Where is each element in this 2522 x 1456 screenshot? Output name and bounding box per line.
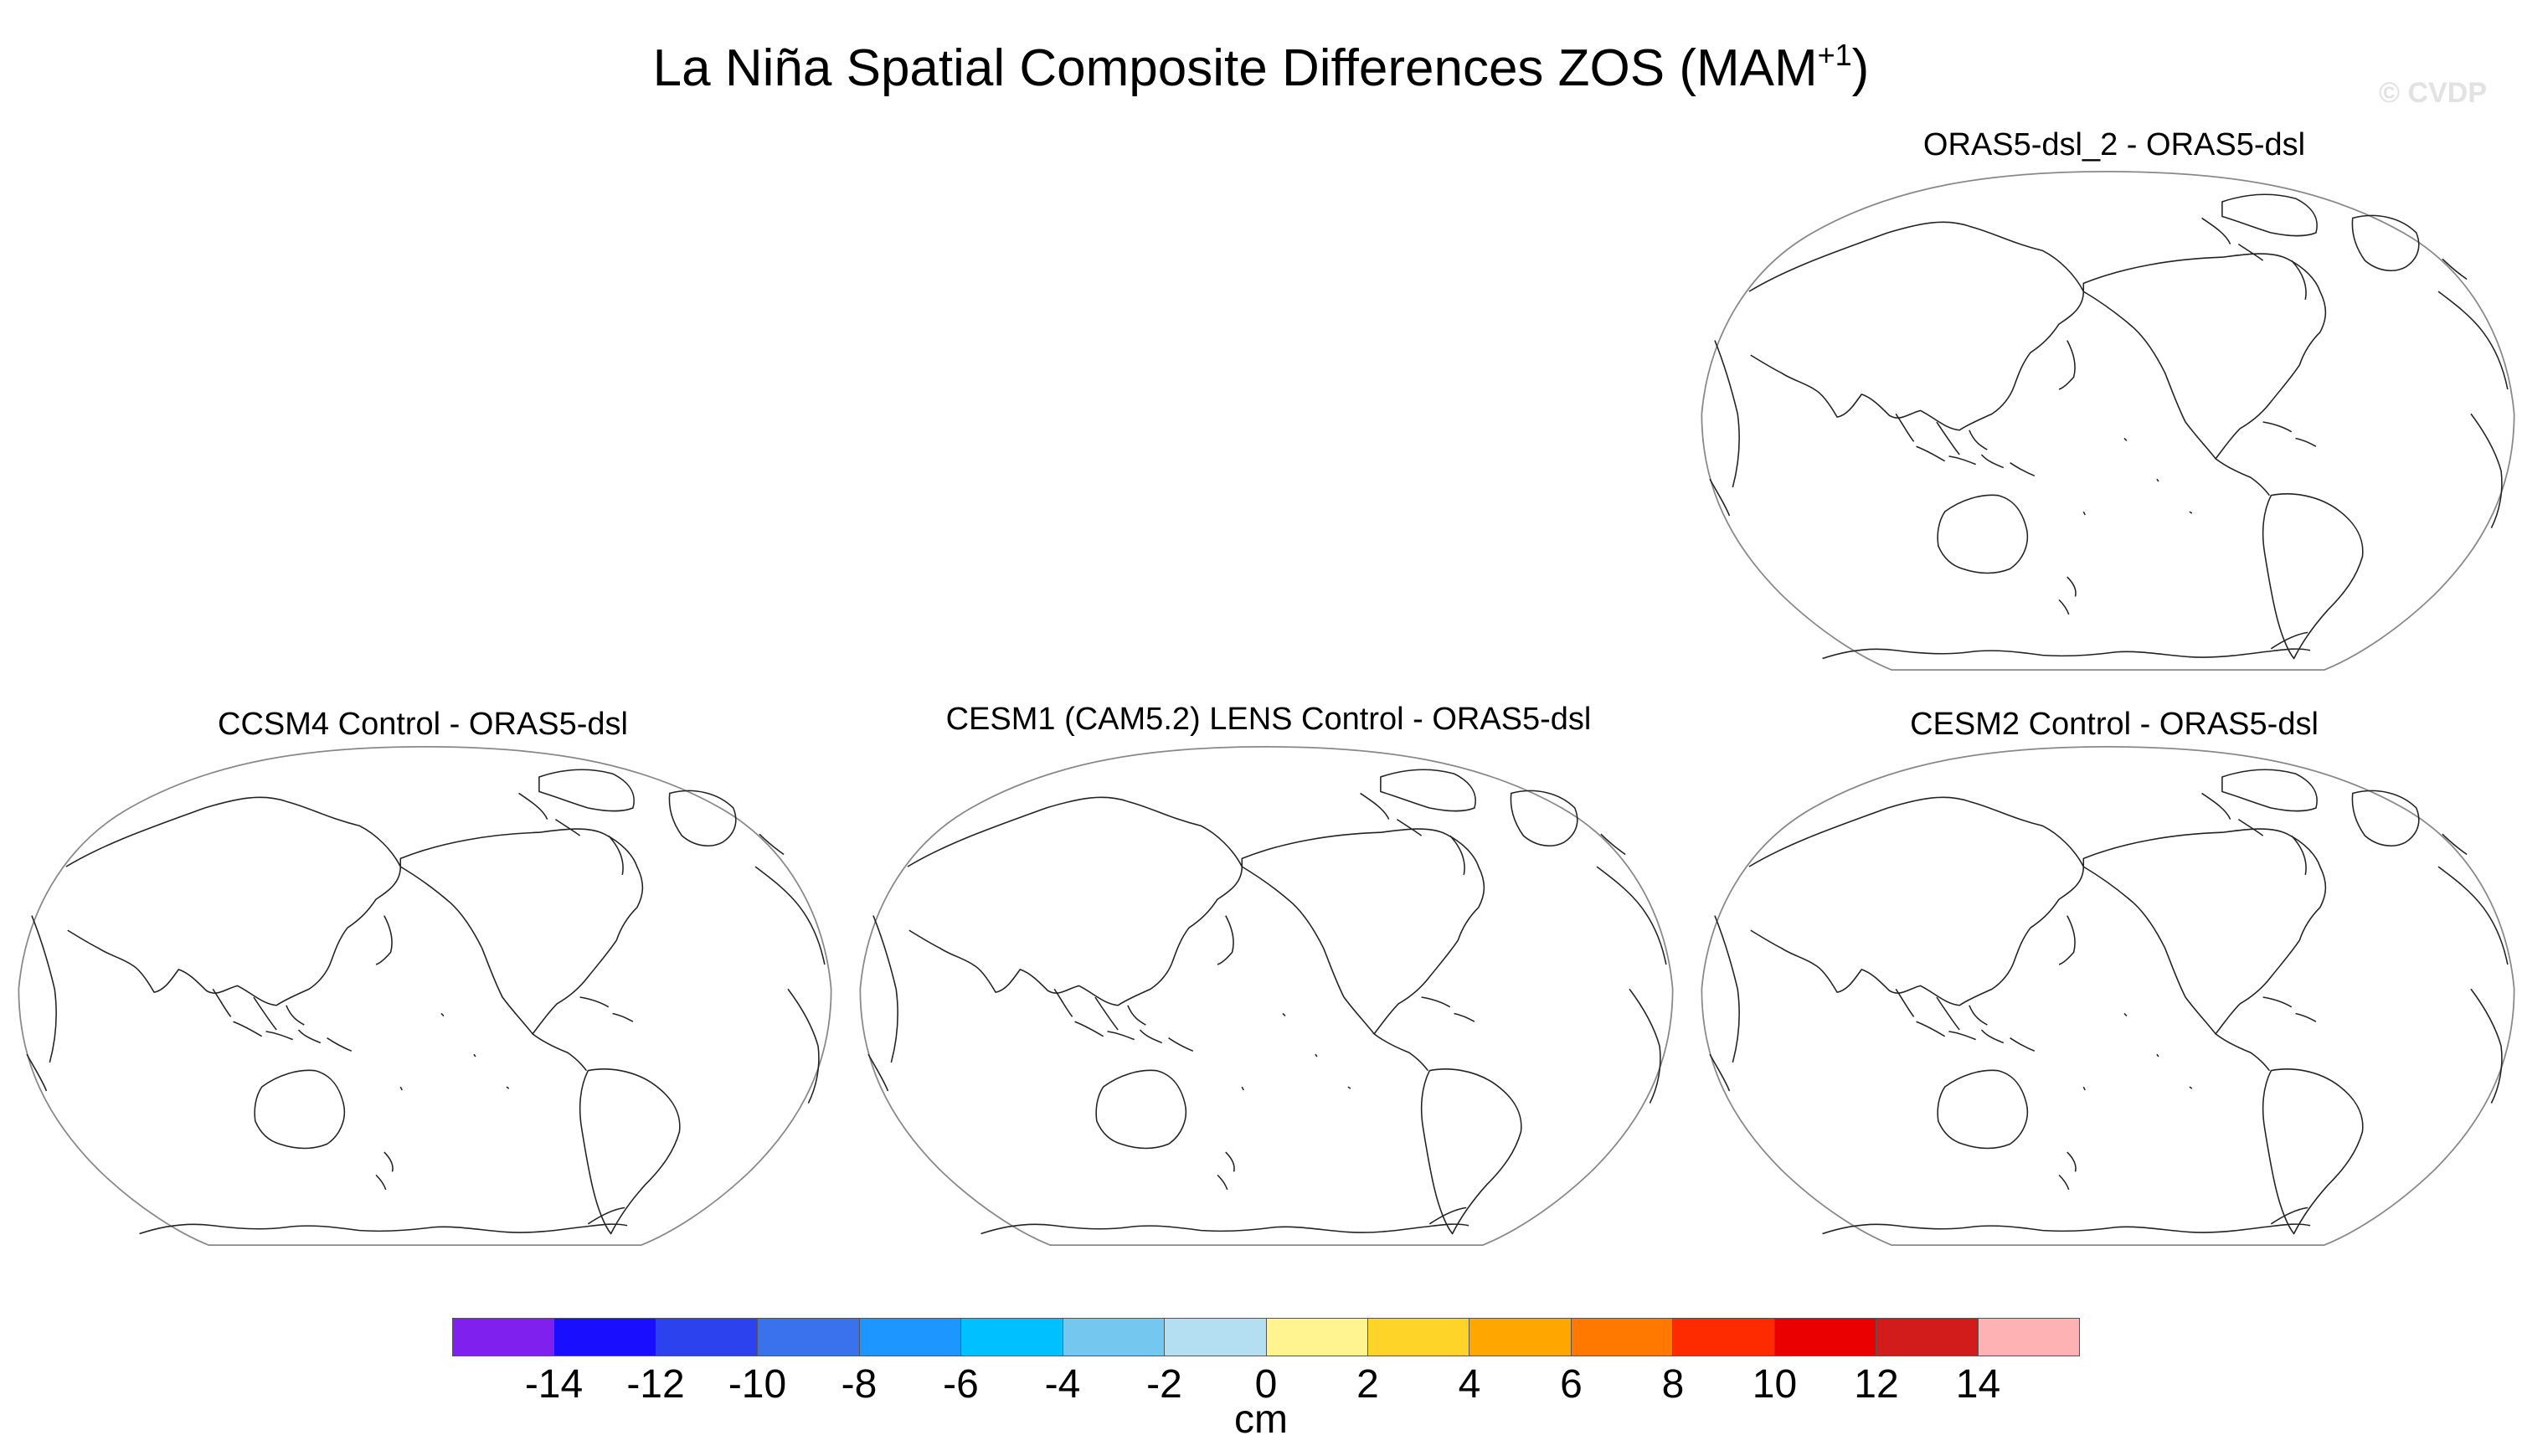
colorbar-segment — [1978, 1319, 2079, 1356]
panel-title-bottom-left: CCSM4 Control - ORAS5-dsl — [218, 707, 628, 742]
map-panel-bottom-right — [1701, 746, 2515, 1247]
cvdp-watermark: © CVDP — [2379, 77, 2487, 109]
colorbar-tick-label: 10 — [1752, 1362, 1798, 1407]
colorbar-segment — [1165, 1319, 1267, 1356]
title-text: La Niña Spatial Composite Differences ZO… — [652, 39, 1818, 97]
map-panel-bottom-center — [859, 746, 1674, 1247]
colorbar-tick-label: 6 — [1560, 1362, 1583, 1407]
colorbar-tick-label: 8 — [1661, 1362, 1685, 1407]
colorbar-segment — [1571, 1319, 1674, 1356]
colorbar-segment — [1266, 1319, 1368, 1356]
colorbar-segment — [554, 1319, 656, 1356]
panel-title-bottom-right: CESM2 Control - ORAS5-dsl — [1910, 707, 2319, 742]
colorbar-segment — [758, 1319, 860, 1356]
colorbar-segment — [453, 1319, 555, 1356]
title-superscript: +1 — [1817, 38, 1852, 72]
colorbar-tick-label: -12 — [626, 1362, 685, 1407]
colorbar-tick-label: -2 — [1146, 1362, 1182, 1407]
colorbar-segment — [1063, 1319, 1166, 1356]
colorbar-tick-label: 14 — [1955, 1362, 2001, 1407]
colorbar-segment — [1673, 1319, 1775, 1356]
colorbar-tick-label: -10 — [728, 1362, 787, 1407]
colorbar-tick-label: 12 — [1854, 1362, 1899, 1407]
colorbar-tick-label: -6 — [943, 1362, 979, 1407]
colorbar-units: cm — [1234, 1397, 1288, 1442]
colorbar-segment — [859, 1319, 962, 1356]
colorbar-segment — [961, 1319, 1063, 1356]
colorbar — [452, 1318, 2080, 1356]
colorbar-segment — [1367, 1319, 1470, 1356]
colorbar-tick-label: -4 — [1044, 1362, 1081, 1407]
colorbar-segment — [1876, 1319, 1979, 1356]
title-close-paren: ) — [1851, 39, 1870, 97]
colorbar-tick-label: -8 — [841, 1362, 878, 1407]
colorbar-tick-label: 2 — [1356, 1362, 1379, 1407]
colorbar-tick-label: 0 — [1254, 1362, 1278, 1407]
colorbar-segment — [1774, 1319, 1877, 1356]
map-panel-top-right — [1701, 171, 2515, 671]
panel-title-top-right: ORAS5-dsl_2 - ORAS5-dsl — [1922, 127, 2306, 162]
figure-title: La Niña Spatial Composite Differences ZO… — [0, 22, 2522, 102]
panel-title-bottom-center: CESM1 (CAM5.2) LENS Control - ORAS5-dsl — [945, 702, 1592, 737]
colorbar-tick-label: -14 — [524, 1362, 584, 1407]
map-panel-bottom-left — [18, 746, 832, 1247]
colorbar-tick-label: 4 — [1458, 1362, 1481, 1407]
colorbar-segment — [656, 1319, 759, 1356]
colorbar-segment — [1469, 1319, 1572, 1356]
